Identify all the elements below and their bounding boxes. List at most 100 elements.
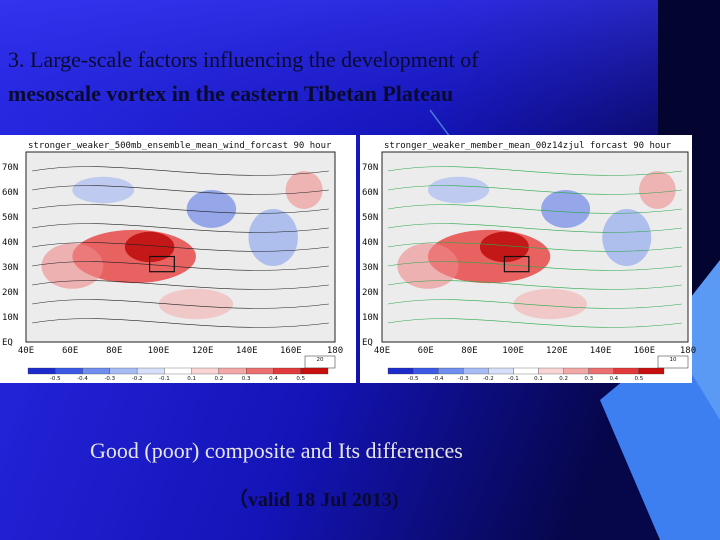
shading <box>602 209 652 266</box>
colorbar-cell <box>412 367 439 375</box>
lon-label: 80E <box>461 346 477 356</box>
lon-label: 140E <box>590 346 612 356</box>
streamline <box>32 299 329 309</box>
colorbar-label: -0.3 <box>104 376 115 382</box>
lat-label: 20N <box>2 288 18 298</box>
lat-label: 30N <box>362 263 378 273</box>
colorbar-cell <box>613 367 640 375</box>
lat-label: 60N <box>362 188 378 198</box>
colorbar-cell <box>463 367 489 375</box>
vector-ref-box <box>657 355 689 369</box>
streamline <box>388 204 682 214</box>
colorbar-label: -0.5 <box>408 376 419 382</box>
lat-label: 30N <box>2 263 18 273</box>
colorbar-label: -0.2 <box>483 376 494 382</box>
lat-label: 70N <box>2 163 18 173</box>
shading <box>513 288 588 320</box>
shading <box>479 231 529 263</box>
lat-label: 10N <box>362 313 378 323</box>
colorbar-cell <box>513 367 539 375</box>
colorbar-cell <box>588 367 614 375</box>
streamline <box>388 166 682 176</box>
lat-label: 20N <box>362 288 378 298</box>
colorbar-cell <box>136 367 165 375</box>
lon-label: 60E <box>62 346 78 356</box>
lon-label: 120E <box>546 346 568 356</box>
colorbar-label: 0.2 <box>215 376 224 382</box>
streamline <box>32 223 329 233</box>
colorbar-label: -0.1 <box>508 376 519 382</box>
colorbar-cell <box>300 367 329 375</box>
valid-date: （valid 18 Jul 2013) <box>228 488 399 511</box>
streamline <box>32 280 329 290</box>
streamline <box>388 280 682 290</box>
colorbar-cell <box>563 367 589 375</box>
shading <box>41 243 104 289</box>
streamline <box>388 318 682 328</box>
colorbar-label: 0.4 <box>609 376 618 382</box>
streamline <box>32 242 329 252</box>
target-box <box>503 255 530 273</box>
lon-label: 100E <box>148 346 170 356</box>
colorbar-label: 0.1 <box>187 376 196 382</box>
shading <box>158 288 234 320</box>
colorbar-cell <box>438 367 464 375</box>
colorbar-cell <box>55 367 83 375</box>
colorbar-label: 0.2 <box>559 376 568 382</box>
shading <box>72 176 135 204</box>
colorbar-label: 0.5 <box>635 376 644 382</box>
decor-shape <box>665 260 720 420</box>
streamline <box>32 185 329 195</box>
lon-label: 80E <box>106 346 122 356</box>
colorbar-label: 0.3 <box>584 376 593 382</box>
lon-label: 40E <box>18 346 34 356</box>
shading <box>186 190 237 228</box>
lat-label: EQ <box>2 338 13 348</box>
lon-label: 160E <box>633 346 655 356</box>
colorbar-label: 0.5 <box>296 376 305 382</box>
colorbar-cell <box>218 367 247 375</box>
caption: Good (poor) composite and Its difference… <box>90 438 463 463</box>
streamline <box>388 261 682 271</box>
lon-label: 40E <box>374 346 390 356</box>
streamline <box>388 223 682 233</box>
map-title: stronger_weaker_member_mean_00z14zjul fo… <box>384 141 672 151</box>
title-line: 3. Large-scale factors influencing the d… <box>8 47 479 72</box>
target-box <box>149 255 175 273</box>
colorbar-cell <box>488 367 514 375</box>
colorbar-label: -0.3 <box>458 376 469 382</box>
streamline <box>388 242 682 252</box>
shading <box>248 209 298 266</box>
lon-label: 140E <box>236 346 258 356</box>
vector-ref: 10 <box>670 357 677 363</box>
shading <box>124 231 175 263</box>
lat-label: 40N <box>2 238 18 248</box>
colorbar-cell <box>273 367 301 375</box>
shading <box>397 243 459 289</box>
lon-label: 180 <box>680 346 696 356</box>
colorbar-label: -0.2 <box>132 376 143 382</box>
colorbar-label: -0.5 <box>50 376 61 382</box>
streamline <box>388 185 682 195</box>
colorbar-cell <box>164 367 192 375</box>
vector-ref: 20 <box>317 357 324 363</box>
lat-label: EQ <box>362 338 373 348</box>
lat-label: 60N <box>2 188 18 198</box>
map-panel: stronger_weaker_500mb_ensemble_mean_wind… <box>0 135 356 383</box>
streamline <box>388 299 682 309</box>
colorbar-cell <box>109 367 138 375</box>
title-line: mesoscale vortex in the eastern Tibetan … <box>8 81 453 106</box>
lat-label: 10N <box>2 313 18 323</box>
colorbar-cell <box>387 367 414 375</box>
colorbar-label: -0.4 <box>77 376 88 382</box>
colorbar-label: -0.4 <box>433 376 444 382</box>
lon-label: 100E <box>502 346 524 356</box>
streamline <box>32 318 329 328</box>
map-title: stronger_weaker_500mb_ensemble_mean_wind… <box>28 141 332 151</box>
colorbar-cell <box>82 367 110 375</box>
colorbar-label: -0.1 <box>159 376 170 382</box>
lon-label: 160E <box>280 346 302 356</box>
shading <box>639 171 676 209</box>
colorbar-cell <box>246 367 274 375</box>
